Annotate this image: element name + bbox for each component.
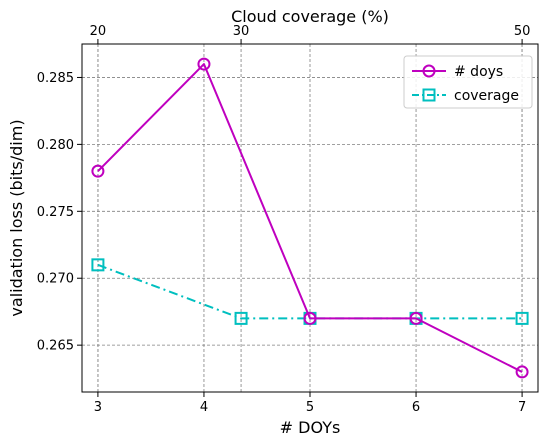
- data-point: [91, 164, 105, 178]
- x-tick-label: 5: [306, 400, 314, 415]
- data-point: [91, 258, 105, 272]
- data-point: [409, 311, 423, 325]
- x-axis-label: # DOYs: [280, 418, 341, 437]
- legend: # doys coverage: [403, 55, 533, 109]
- y-tick-label: 0.265: [37, 339, 74, 354]
- data-point: [197, 57, 211, 71]
- x-tick-label: 4: [200, 400, 208, 415]
- axis-ticks: 3 4 5 6 7 20 30 50 0.265 0.270 0.275 0.280 0.285: [37, 24, 531, 415]
- y-tick-label: 0.270: [37, 272, 74, 287]
- legend-box: [403, 55, 533, 109]
- x-tick-label: 3: [94, 400, 102, 415]
- y-tick-label: 0.285: [37, 71, 74, 86]
- secondary-x-tick-label: 20: [90, 24, 107, 39]
- series-line: [97, 263, 523, 320]
- legend-label: # doys: [454, 64, 503, 80]
- secondary-x-axis-label: Cloud coverage (%): [231, 7, 389, 26]
- y-tick-label: 0.275: [37, 205, 74, 220]
- data-point: [515, 365, 529, 379]
- data-point: [234, 311, 248, 325]
- data-point: [515, 311, 529, 325]
- legend-marker: [422, 64, 436, 78]
- x-tick-label: 7: [518, 400, 526, 415]
- x-tick-label: 6: [412, 400, 420, 415]
- data-point: [303, 311, 317, 325]
- secondary-x-tick-label: 50: [514, 24, 531, 39]
- legend-label: coverage: [454, 88, 519, 104]
- series-layer: [91, 57, 529, 379]
- secondary-x-tick-label: 30: [233, 24, 250, 39]
- legend-marker: [422, 88, 436, 102]
- series-line: [97, 63, 523, 373]
- y-axis-label: validation loss (bits/dim): [7, 119, 26, 316]
- y-tick-label: 0.280: [37, 138, 74, 153]
